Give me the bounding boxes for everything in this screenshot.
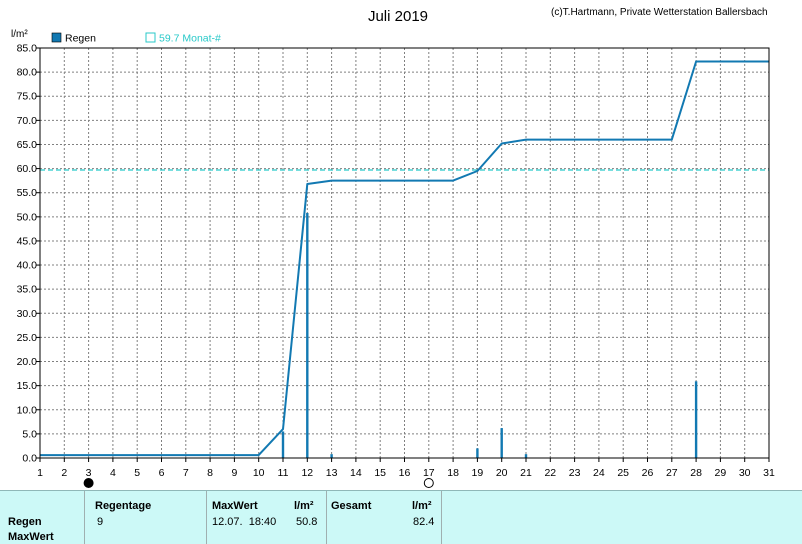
y-tick-label: 10.0: [17, 404, 38, 416]
x-tick-label: 13: [326, 467, 338, 479]
rain-bar: [476, 448, 479, 458]
bar-series: [281, 212, 698, 458]
y-axis-ticks: 0.0 5.0 10.0 15.0 20.0 25.0 30.0 35.0 40.0 45.0 50…: [17, 43, 40, 465]
grid: [40, 48, 769, 458]
legend-series-label: Regen: [65, 33, 96, 45]
y-tick-label: 70.0: [17, 115, 38, 127]
y-tick-label: 85.0: [17, 43, 38, 55]
legend-reference-label: 59.7 Monat-#: [159, 33, 221, 45]
gesamt-header: Gesamt: [331, 500, 372, 512]
rain-bar: [500, 428, 503, 458]
x-tick-label: 28: [690, 467, 702, 479]
summary-divider: [206, 491, 207, 544]
y-tick-label: 45.0: [17, 235, 38, 247]
rain-bar: [330, 454, 333, 458]
x-tick-label: 21: [520, 467, 532, 479]
x-tick-label: 30: [739, 467, 751, 479]
x-tick-label: 11: [278, 467, 289, 479]
rain-bar: [306, 212, 309, 458]
copyright-text: (c)T.Hartmann, Private Wetterstation Bal…: [551, 7, 768, 18]
regentage-header: Regentage: [95, 500, 152, 512]
chart-title: Juli 2019: [368, 8, 428, 25]
y-axis-unit: l/m²: [11, 29, 28, 40]
full-moon-icon: [423, 478, 434, 488]
legend-reference-swatch: [145, 32, 156, 43]
rain-bar: [524, 454, 528, 458]
x-tick-label: 16: [399, 467, 411, 479]
gesamt-unit: l/m²: [412, 500, 432, 512]
x-tick-label: 2: [61, 467, 67, 479]
x-tick-label: 1: [37, 467, 43, 479]
maxwert-unit: l/m²: [294, 500, 314, 512]
cumulative-rain-line: [40, 60, 769, 457]
new-moon-icon: [83, 478, 94, 488]
summary-divider: [326, 491, 327, 544]
gesamt-value: 82.4: [413, 516, 435, 528]
x-tick-label: 31: [763, 467, 775, 479]
cumulative-line-layer: [40, 60, 769, 457]
x-tick-label: 26: [642, 467, 654, 479]
x-tick-label: 24: [593, 467, 605, 479]
y-tick-label: 75.0: [17, 91, 38, 103]
maxwert-date: 12.07. 18:40: [212, 516, 277, 528]
x-tick-label: 19: [472, 467, 484, 479]
x-tick-label: 15: [374, 467, 386, 479]
x-tick-label: 9: [231, 467, 237, 479]
y-tick-label: 65.0: [17, 139, 38, 151]
x-tick-label: 5: [134, 467, 140, 479]
maxwert-value: 50.8: [296, 516, 318, 528]
y-tick-label: 5.0: [22, 428, 37, 440]
x-tick-label: 23: [569, 467, 581, 479]
x-tick-label: 10: [253, 467, 265, 479]
row-label-regen: Regen: [8, 516, 42, 528]
x-tick-label: 20: [496, 467, 508, 479]
summary-divider: [84, 491, 85, 544]
x-tick-label: 17: [423, 467, 435, 479]
y-tick-label: 60.0: [17, 163, 38, 175]
summary-panel: Regen MaxWert Regentage 9 MaxWert l/m² 1…: [0, 490, 802, 544]
x-tick-label: 8: [207, 467, 213, 479]
y-tick-label: 80.0: [17, 67, 38, 79]
x-tick-label: 25: [617, 467, 629, 479]
y-tick-label: 15.0: [17, 380, 38, 392]
x-tick-label: 7: [183, 467, 189, 479]
y-tick-label: 30.0: [17, 308, 38, 320]
x-tick-label: 12: [301, 467, 313, 479]
moon-phases: [83, 478, 434, 488]
plot-frame: [39, 47, 770, 459]
y-tick-label: 25.0: [17, 332, 38, 344]
x-tick-label: 14: [350, 467, 362, 479]
maxwert-header: MaxWert: [212, 500, 258, 512]
y-tick-label: 40.0: [17, 260, 38, 272]
rain-chart: Juli 2019 (c)T.Hartmann, Private Wetters…: [11, 7, 775, 488]
rain-bar: [281, 431, 285, 458]
y-tick-label: 50.0: [17, 211, 38, 223]
rain-bar: [694, 381, 698, 458]
x-tick-label: 3: [86, 467, 92, 479]
y-tick-label: 20.0: [17, 356, 38, 368]
x-axis-ticks: 1 2 3 4 5 6 7 8 9 10 11 12 13 14 15 16 17 18 19 20 21 22 23 24 2…: [37, 458, 775, 479]
legend-series-swatch: [51, 32, 62, 43]
x-tick-label: 4: [110, 467, 116, 479]
regentage-value: 9: [97, 516, 104, 528]
x-tick-label: 6: [159, 467, 165, 479]
legend: Regen 59.7 Monat-#: [51, 32, 221, 45]
y-tick-label: 35.0: [17, 284, 38, 296]
x-tick-label: 22: [544, 467, 556, 479]
summary-divider: [441, 491, 442, 544]
x-tick-label: 18: [447, 467, 459, 479]
row-label-maxwert: MaxWert: [8, 531, 54, 543]
x-tick-label: 27: [666, 467, 678, 479]
y-tick-label: 55.0: [17, 187, 38, 199]
x-tick-label: 29: [715, 467, 727, 479]
y-tick-label: 0.0: [22, 453, 37, 465]
